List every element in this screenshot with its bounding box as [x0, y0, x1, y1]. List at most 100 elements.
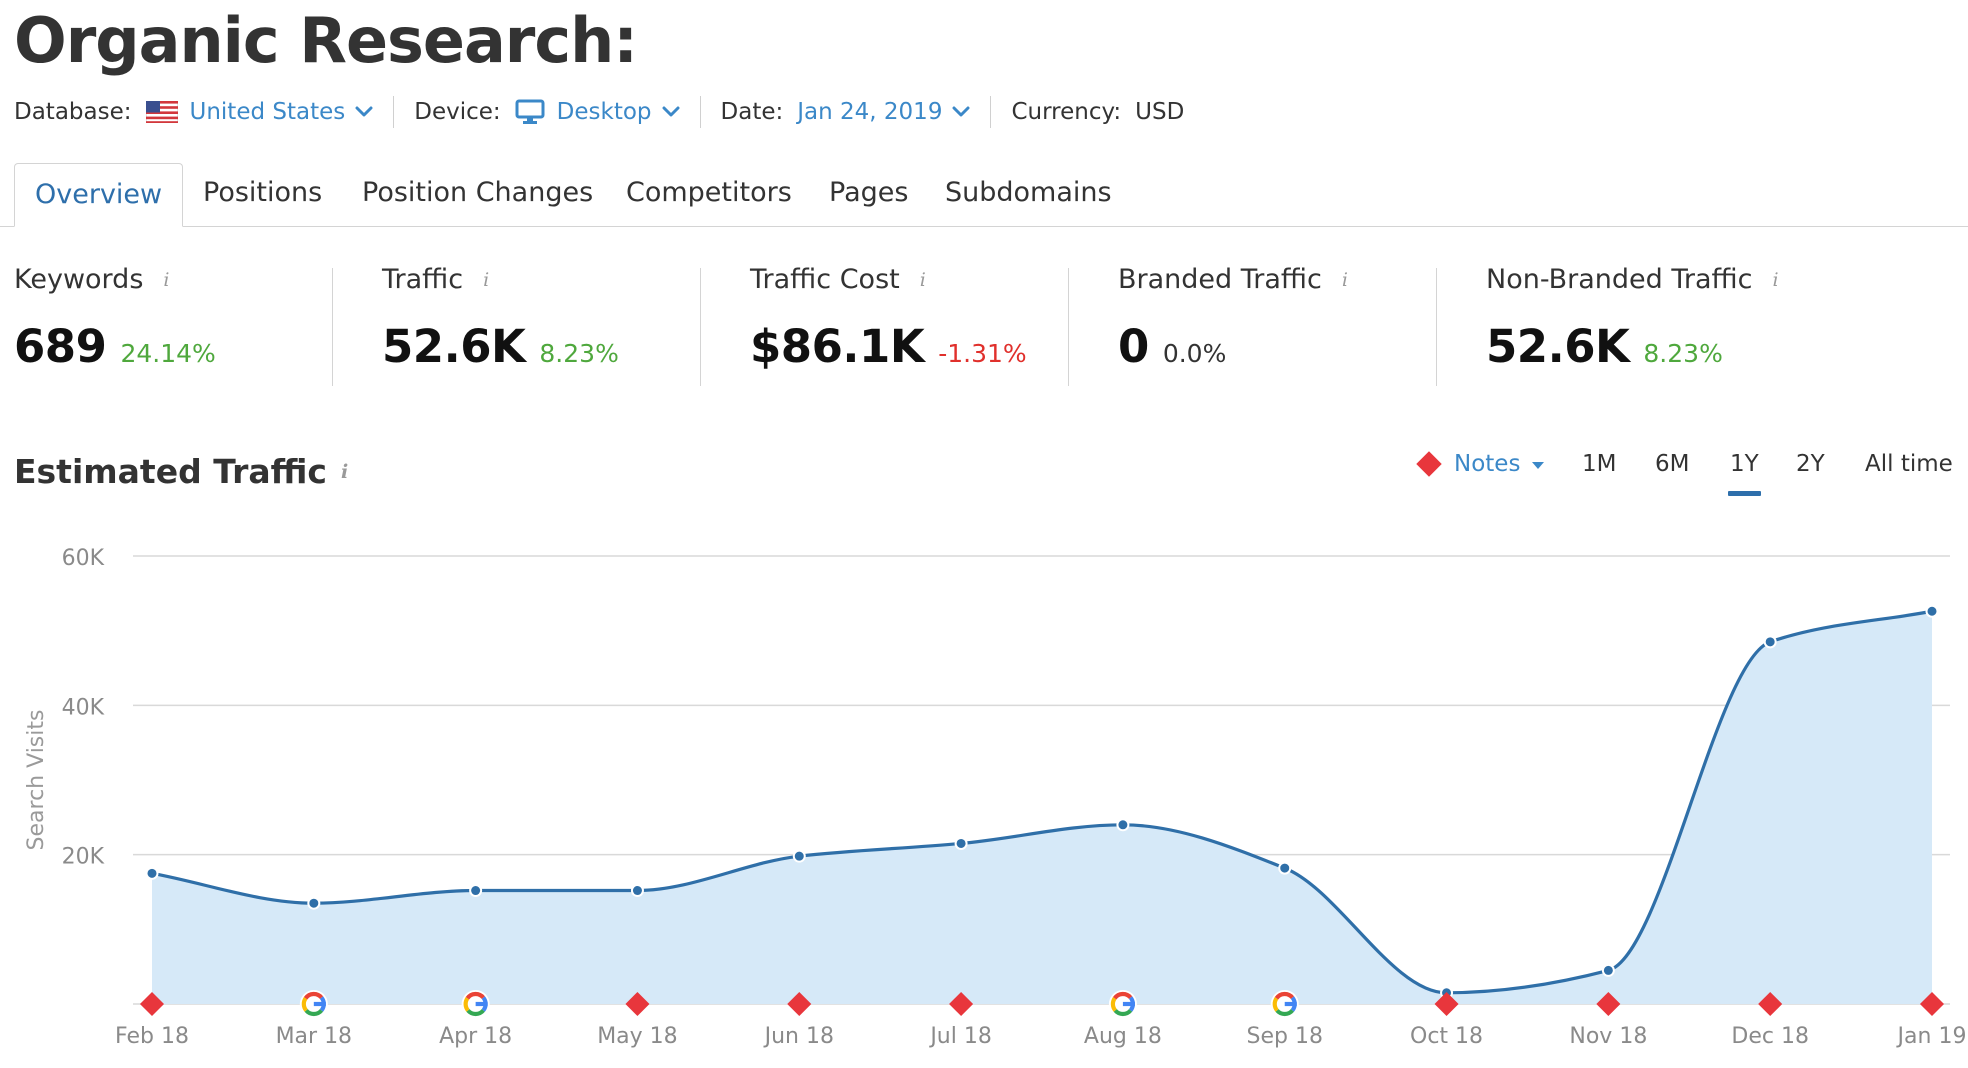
metric-value: $86.1K [750, 320, 925, 373]
google-update-icon[interactable] [1270, 990, 1299, 1018]
date-label: Date: [720, 99, 784, 125]
data-point[interactable] [469, 884, 483, 898]
x-tick-label: Mar 18 [276, 1024, 353, 1049]
y-axis-title: Search Visits [24, 710, 49, 851]
x-tick-label: Jun 18 [763, 1024, 834, 1049]
metric-change: 8.23% [1643, 339, 1723, 368]
x-tick-label: Aug 18 [1084, 1024, 1162, 1049]
data-point[interactable] [1278, 861, 1292, 875]
filter-divider [699, 96, 701, 128]
date-select[interactable]: Jan 24, 2019 [797, 99, 942, 125]
estimated-traffic-title: Estimated Traffic i [14, 450, 348, 494]
metric-divider [1436, 268, 1437, 386]
caret-down-icon [1532, 461, 1545, 469]
metric-traffic[interactable]: Traffic i 52.6K 8.23% [382, 262, 619, 386]
chevron-down-icon[interactable] [952, 106, 970, 118]
page-title: Organic Research: [14, 4, 638, 77]
desktop-monitor-icon [515, 99, 545, 125]
x-tick-label: May 18 [597, 1024, 677, 1049]
metric-non-branded-traffic[interactable]: Non-Branded Traffic i 52.6K 8.23% [1486, 262, 1779, 386]
tab-overview[interactable]: Overview [14, 163, 184, 227]
device-label: Device: [414, 99, 501, 125]
metric-label: Traffic Cost [750, 264, 900, 295]
range-all-time-button[interactable]: All time [1865, 451, 1953, 477]
metric-change: -1.31% [938, 339, 1027, 368]
traffic-area [152, 611, 1932, 1004]
notes-dropdown[interactable]: Notes [1412, 444, 1545, 484]
tab-subdomains[interactable]: Subdomains [945, 177, 1112, 208]
note-marker-icon[interactable] [1919, 991, 1945, 1017]
google-update-icon[interactable] [461, 990, 490, 1018]
metric-traffic-cost[interactable]: Traffic Cost i $86.1K -1.31% [750, 262, 1027, 386]
note-marker-icon[interactable] [1758, 991, 1783, 1017]
info-icon[interactable]: i [340, 461, 349, 483]
range-1y-button[interactable]: 1Y [1728, 444, 1761, 496]
info-icon[interactable]: i [483, 269, 490, 291]
y-tick-label: 40K [62, 695, 105, 720]
database-label: Database: [14, 99, 132, 125]
chevron-down-icon[interactable] [662, 106, 680, 118]
metric-change: 24.14% [120, 339, 216, 368]
info-icon[interactable]: i [163, 269, 170, 291]
note-marker-icon[interactable] [1434, 991, 1459, 1017]
x-tick-label: Feb 18 [115, 1024, 189, 1049]
google-update-icon[interactable] [1108, 990, 1137, 1018]
report-tabs: Overview Positions Position Changes Comp… [0, 161, 1968, 227]
metric-value: 689 [14, 320, 107, 373]
x-tick-label: Sep 18 [1247, 1024, 1323, 1049]
data-point[interactable] [1925, 604, 1939, 618]
metric-keywords[interactable]: Keywords i 689 24.14% [14, 262, 216, 386]
device-value: Desktop [556, 99, 652, 125]
data-point[interactable] [792, 849, 806, 863]
info-icon[interactable]: i [1341, 269, 1348, 291]
metric-divider [700, 268, 701, 386]
metric-value: 0 [1118, 320, 1149, 373]
metric-label: Traffic [382, 264, 464, 295]
filter-bar: Database: United States D [14, 92, 1184, 132]
range-2y-button[interactable]: 2Y [1796, 451, 1825, 477]
filter-divider [990, 96, 992, 128]
tab-position-changes[interactable]: Position Changes [362, 177, 594, 208]
database-filter: Database: United States [14, 99, 373, 125]
chart-range-controls: Notes 1M 6M 1Y 2Y All time [1412, 444, 1953, 496]
data-point[interactable] [1601, 963, 1615, 977]
currency-value: USD [1135, 99, 1185, 125]
x-tick-label: Nov 18 [1569, 1024, 1647, 1049]
metric-change: 8.23% [539, 339, 619, 368]
x-tick-label: Oct 18 [1410, 1024, 1483, 1049]
range-1m-button[interactable]: 1M [1582, 451, 1617, 477]
tab-pages[interactable]: Pages [829, 177, 909, 208]
device-select[interactable]: Desktop [557, 99, 652, 125]
date-filter: Date: Jan 24, 2019 [721, 99, 971, 125]
database-value: United States [189, 99, 346, 125]
metric-value: 52.6K [1486, 320, 1630, 373]
tab-positions[interactable]: Positions [203, 177, 323, 208]
section-title-text: Estimated Traffic [14, 452, 327, 491]
info-icon[interactable]: i [919, 269, 926, 291]
date-value: Jan 24, 2019 [797, 99, 943, 125]
data-point[interactable] [954, 836, 968, 850]
info-icon[interactable]: i [1772, 269, 1779, 291]
notes-diamond-icon [1416, 451, 1442, 477]
device-filter: Device: Desktop [414, 99, 680, 125]
x-tick-label: Apr 18 [439, 1024, 512, 1049]
data-point[interactable] [1116, 818, 1130, 832]
summary-metrics: Keywords i 689 24.14% Traffic i 52.6K 8.… [0, 262, 1968, 386]
data-point[interactable] [145, 866, 159, 880]
metric-divider [1068, 268, 1069, 386]
database-select[interactable]: United States [190, 99, 346, 125]
data-point[interactable] [307, 896, 321, 910]
tab-competitors[interactable]: Competitors [626, 177, 792, 208]
currency-label: Currency: [1011, 99, 1122, 125]
google-update-icon[interactable] [299, 990, 328, 1018]
chevron-down-icon[interactable] [355, 106, 373, 118]
y-tick-label: 20K [62, 845, 105, 870]
filter-divider [393, 96, 395, 128]
metric-branded-traffic[interactable]: Branded Traffic i 0 0.0% [1118, 262, 1348, 386]
data-point[interactable] [630, 884, 644, 898]
data-point[interactable] [1763, 635, 1777, 649]
estimated-traffic-chart: 20K 40K 60K Search Visits Feb 18 Mar 18 Apr 18… [24, 546, 1966, 1049]
note-marker-icon[interactable] [1596, 991, 1621, 1017]
metric-divider [332, 268, 333, 386]
range-6m-button[interactable]: 6M [1655, 451, 1690, 477]
